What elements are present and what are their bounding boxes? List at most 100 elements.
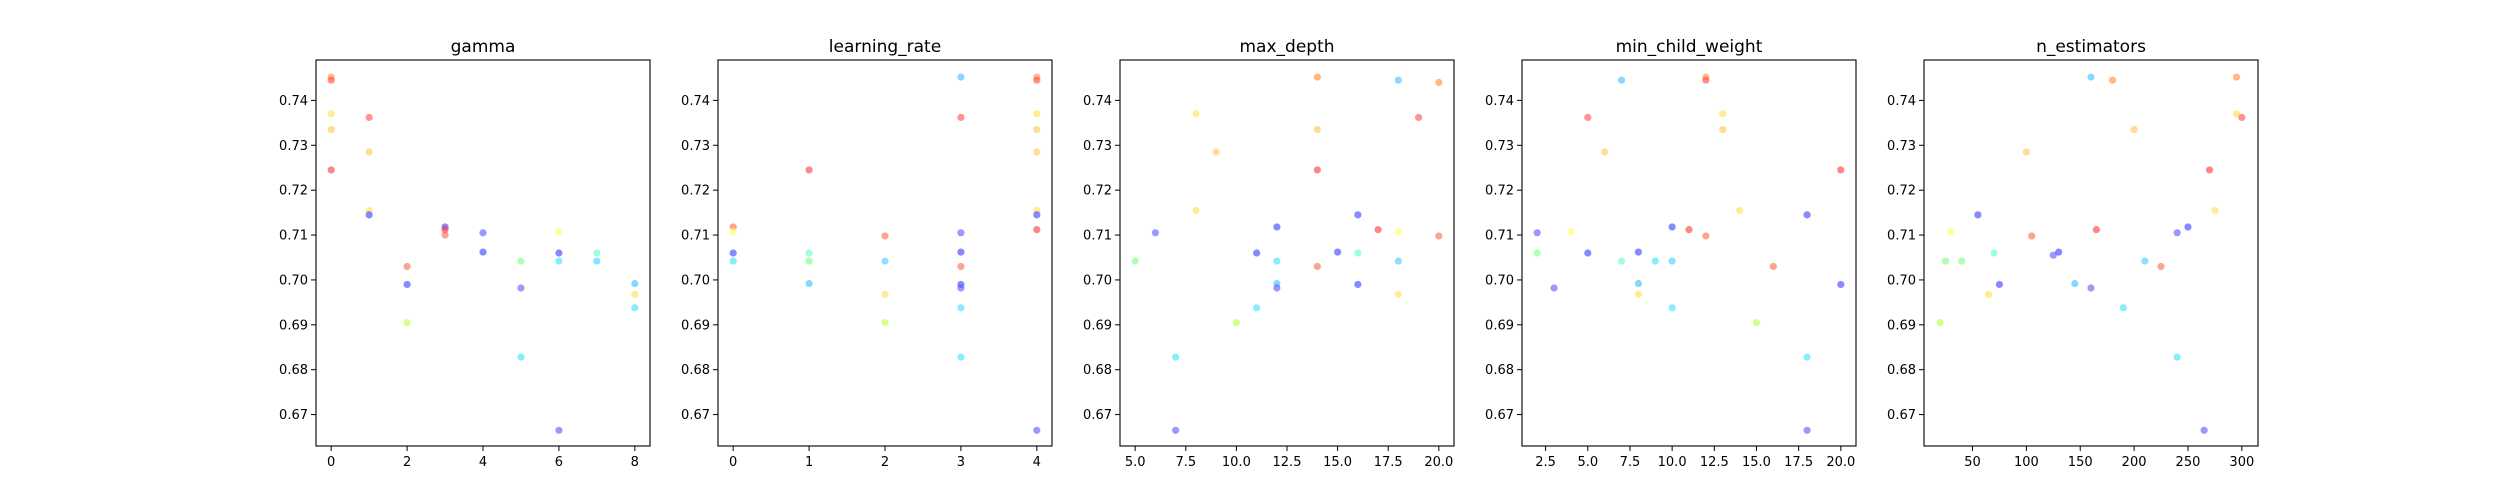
y-tick-label: 0.74 bbox=[1887, 94, 1916, 109]
scatter-point bbox=[327, 76, 335, 84]
scatter-point bbox=[957, 284, 965, 292]
scatter-point bbox=[2184, 223, 2192, 231]
scatter-point bbox=[631, 304, 639, 312]
scatter-point bbox=[403, 318, 411, 327]
scatter-point bbox=[1702, 76, 1710, 84]
x-tick-label: 5.0 bbox=[1125, 455, 1146, 470]
scatter-point bbox=[1803, 211, 1811, 219]
subplot-n-estimators: n_estimators 0.67 0.68 0.69 0.70 0.71 0.72 0.73… bbox=[1887, 37, 2259, 470]
scatter-point bbox=[1273, 257, 1281, 265]
y-tick-label: 0.70 bbox=[1887, 273, 1916, 288]
y-tick-label: 0.69 bbox=[1485, 318, 1514, 333]
scatter-point bbox=[1985, 290, 1993, 298]
scatter-point bbox=[1958, 257, 1966, 265]
x-tick-label: 7.5 bbox=[1620, 455, 1641, 470]
x-tick-label: 8 bbox=[631, 455, 639, 470]
scatter-point bbox=[1192, 110, 1200, 118]
y-tick-label: 0.68 bbox=[681, 363, 710, 378]
scatter-point bbox=[555, 249, 563, 257]
scatter-point bbox=[881, 318, 889, 327]
x-tick-label: 150 bbox=[2068, 455, 2093, 470]
scatter-point bbox=[1947, 227, 1955, 236]
scatter-point bbox=[1668, 257, 1676, 265]
scatter-point bbox=[1253, 249, 1261, 257]
scatter-point bbox=[805, 279, 813, 288]
x-tick-label: 12.5 bbox=[1700, 455, 1729, 470]
scatter-point bbox=[479, 248, 487, 256]
scatter-point bbox=[2049, 251, 2057, 259]
scatter-point bbox=[593, 249, 601, 257]
scatter-point bbox=[2071, 279, 2079, 288]
axes-frame bbox=[717, 59, 1053, 447]
scatter-point bbox=[1634, 279, 1642, 288]
scatter-point bbox=[1354, 211, 1362, 219]
scatter-point bbox=[1354, 280, 1362, 289]
scatter-point bbox=[1394, 290, 1402, 298]
scatter-point bbox=[403, 262, 411, 271]
scatter-point bbox=[1736, 206, 1744, 214]
scatter-point bbox=[1414, 113, 1423, 122]
scatter-point bbox=[1033, 226, 1041, 234]
y-tick-label: 0.73 bbox=[1485, 139, 1514, 154]
scatter-point bbox=[1435, 232, 1443, 240]
subplot-max-depth: max_depth 0.67 0.68 0.69 0.70 0.71 0.72 0.73 0.7… bbox=[1083, 37, 1455, 470]
y-tick-label: 0.71 bbox=[681, 229, 710, 244]
scatter-point bbox=[2232, 73, 2241, 81]
y-tick-label: 0.73 bbox=[1083, 139, 1112, 154]
y-tick-label: 0.69 bbox=[1083, 318, 1112, 333]
scatter-point bbox=[1374, 226, 1382, 234]
scatter-point bbox=[1752, 318, 1761, 327]
y-tick-label: 0.70 bbox=[681, 273, 710, 288]
scatter-point bbox=[2022, 148, 2030, 156]
scatter-point bbox=[1533, 249, 1541, 257]
subplot-title: max_depth bbox=[1239, 37, 1334, 57]
y-tick-label: 0.72 bbox=[1887, 184, 1916, 199]
scatter-point bbox=[2055, 248, 2063, 256]
scatter-point bbox=[2173, 229, 2181, 237]
x-tick-label: 7.5 bbox=[1175, 455, 1196, 470]
scatter-point bbox=[327, 125, 335, 134]
x-tick-label: 1 bbox=[805, 455, 813, 470]
scatter-point bbox=[805, 249, 813, 257]
scatter-point bbox=[555, 227, 563, 236]
scatter-point bbox=[403, 280, 411, 289]
scatter-point bbox=[805, 257, 813, 265]
x-tick-label: 17.5 bbox=[1784, 455, 1813, 470]
scatter-point bbox=[517, 257, 525, 265]
y-tick-label: 0.72 bbox=[1083, 184, 1112, 199]
scatter-point bbox=[1394, 257, 1402, 265]
scatter-point bbox=[1212, 148, 1220, 156]
y-tick-label: 0.73 bbox=[1887, 139, 1916, 154]
scatter-point bbox=[957, 248, 965, 256]
subplot-title: n_estimators bbox=[2036, 37, 2146, 57]
scatter-point bbox=[1803, 426, 1811, 434]
scatter-point bbox=[441, 226, 449, 234]
scatter-point bbox=[1668, 223, 1676, 231]
scatter-point bbox=[1974, 211, 1982, 219]
x-tick-label: 200 bbox=[2122, 455, 2147, 470]
scatter-point bbox=[517, 284, 525, 292]
scatter-point bbox=[1033, 211, 1041, 219]
scatter-point bbox=[1584, 113, 1592, 122]
scatter-point bbox=[1273, 223, 1281, 231]
scatter-point bbox=[1995, 280, 2004, 289]
y-tick-label: 0.69 bbox=[1887, 318, 1916, 333]
scatter-point bbox=[2200, 426, 2208, 434]
scatter-point bbox=[2130, 125, 2138, 134]
scatter-point bbox=[729, 257, 737, 265]
subplot-gamma: gamma 0.67 0.68 0.69 0.70 0.71 0.72 0.73 0.74 0 2 4… bbox=[279, 37, 651, 470]
x-tick-label: 17.5 bbox=[1374, 455, 1403, 470]
y-tick-label: 0.73 bbox=[681, 139, 710, 154]
scatter-point bbox=[1990, 249, 1998, 257]
scatter-point bbox=[957, 353, 965, 361]
x-tick-label: 20.0 bbox=[1424, 455, 1453, 470]
scatter-point bbox=[2087, 73, 2095, 81]
scatter-point bbox=[729, 249, 737, 257]
scatter-point bbox=[1151, 229, 1160, 237]
scatter-point bbox=[1131, 257, 1139, 265]
x-tick-label: 5.0 bbox=[1577, 455, 1598, 470]
scatter-point bbox=[1313, 262, 1321, 271]
scatter-point bbox=[441, 231, 449, 239]
